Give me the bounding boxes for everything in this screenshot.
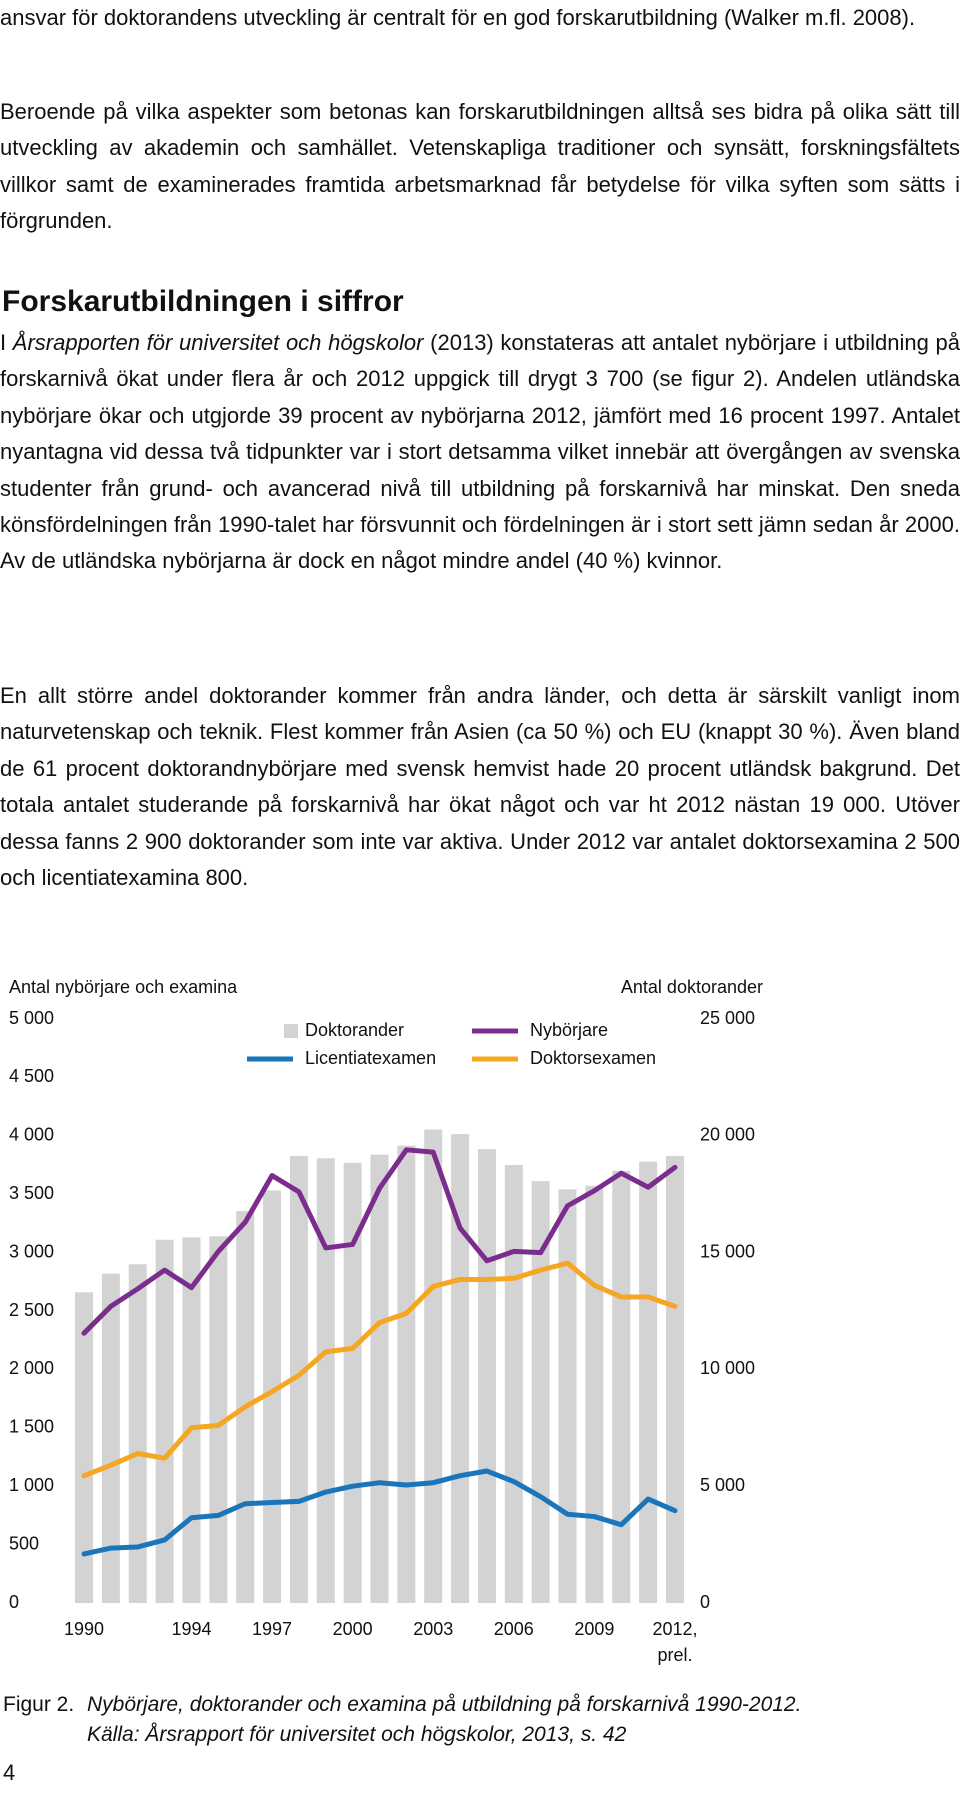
x-tick-label: 1997 (252, 1619, 293, 1639)
x-tick-label: 2012, prel. (652, 1619, 698, 1665)
bar (182, 1237, 201, 1603)
caption-title: Nybörjare, doktorander och examina på ut… (87, 1690, 801, 1720)
x-tick-label: 1990 (63, 1619, 105, 1639)
bar (101, 1273, 120, 1603)
y-axis-title: Antal nybörjare och examina (9, 977, 238, 997)
y2-tick-label: 20 000 (700, 1125, 755, 1145)
x-tick-label: 2006 (493, 1619, 534, 1639)
text: (2013) konstateras att antalet nybörjare… (0, 330, 960, 574)
legend-label: Licentiatexamen (305, 1048, 436, 1068)
bar (477, 1149, 496, 1603)
y-tick-label: 1 500 (9, 1417, 54, 1437)
caption-title-text: Nybörjare, doktorander och examina på ut… (87, 1693, 802, 1716)
x-tick-label: 2000 (332, 1619, 373, 1639)
line (81, 1147, 678, 1336)
bar (343, 1162, 362, 1603)
y-tick-label: 500 (9, 1533, 39, 1553)
legend-swatch (284, 1024, 298, 1038)
y-tick-label: 3 000 (9, 1241, 54, 1261)
bar (424, 1129, 443, 1603)
y2-tick-label: 25 000 (700, 1008, 755, 1028)
bar (370, 1154, 389, 1603)
report-title: Årsrapporten för universitet och högskol… (12, 330, 424, 355)
y-tick-label: 4 000 (9, 1125, 54, 1145)
paragraph: Beroende på vilka aspekter som betonas k… (0, 99, 960, 234)
bar (397, 1145, 416, 1603)
page-number: 4 (3, 1760, 16, 1785)
x-tick-label: 2003 (413, 1619, 454, 1639)
line (81, 1260, 678, 1479)
text: I (0, 330, 13, 355)
paragraph: En allt större andel doktorander kommer … (0, 683, 960, 891)
bar (504, 1165, 523, 1603)
y2-tick-label: 0 (700, 1592, 710, 1612)
caption-label: Figur 2. (3, 1693, 75, 1716)
y-tick-label: 0 (9, 1592, 19, 1612)
x-tick-label: 2009 (574, 1619, 615, 1639)
legend-label: Nybörjare (530, 1020, 608, 1040)
y-tick-label: 2 500 (9, 1300, 54, 1320)
y-tick-label: 4 500 (9, 1066, 54, 1086)
y2-tick-label: 5 000 (700, 1475, 745, 1495)
paragraph: I Årsrapporten för universitet och högsk… (0, 325, 960, 580)
legend-label: Doktorander (305, 1020, 404, 1040)
bar (665, 1155, 684, 1603)
bar (155, 1239, 174, 1603)
y2-axis-title: Antal doktorander (621, 977, 763, 997)
y-tick-label: 2 000 (9, 1358, 54, 1378)
bar (75, 1292, 94, 1603)
y2-tick-label: 15 000 (700, 1241, 755, 1261)
x-tick-label: 1994 (171, 1619, 212, 1639)
y-tick-label: 5 000 (9, 1008, 54, 1028)
section-heading: Forskarutbildningen i siffror (2, 285, 404, 318)
y2-tick-label: 10 000 (700, 1358, 755, 1378)
bar (451, 1134, 470, 1603)
bar (558, 1189, 577, 1603)
bar (289, 1155, 308, 1603)
line (81, 1468, 678, 1557)
bar (612, 1170, 631, 1603)
caption-source: Källa: Årsrapport för universitet och hö… (87, 1720, 626, 1750)
legend-label: Doktorsexamen (530, 1048, 656, 1068)
bar (128, 1264, 147, 1603)
bar (585, 1185, 604, 1603)
caption-source-text: Källa: Årsrapport för universitet och hö… (87, 1723, 627, 1746)
y-tick-label: 1 000 (9, 1475, 54, 1495)
y-tick-label: 3 500 (9, 1183, 54, 1203)
bar (639, 1161, 658, 1603)
bar (316, 1158, 335, 1603)
paragraph: ansvar för doktorandens utveckling är ce… (0, 5, 916, 30)
